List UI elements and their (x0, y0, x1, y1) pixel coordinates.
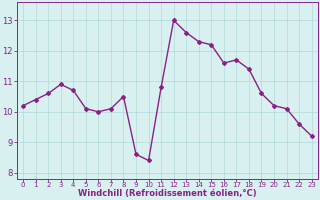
X-axis label: Windchill (Refroidissement éolien,°C): Windchill (Refroidissement éolien,°C) (78, 189, 257, 198)
